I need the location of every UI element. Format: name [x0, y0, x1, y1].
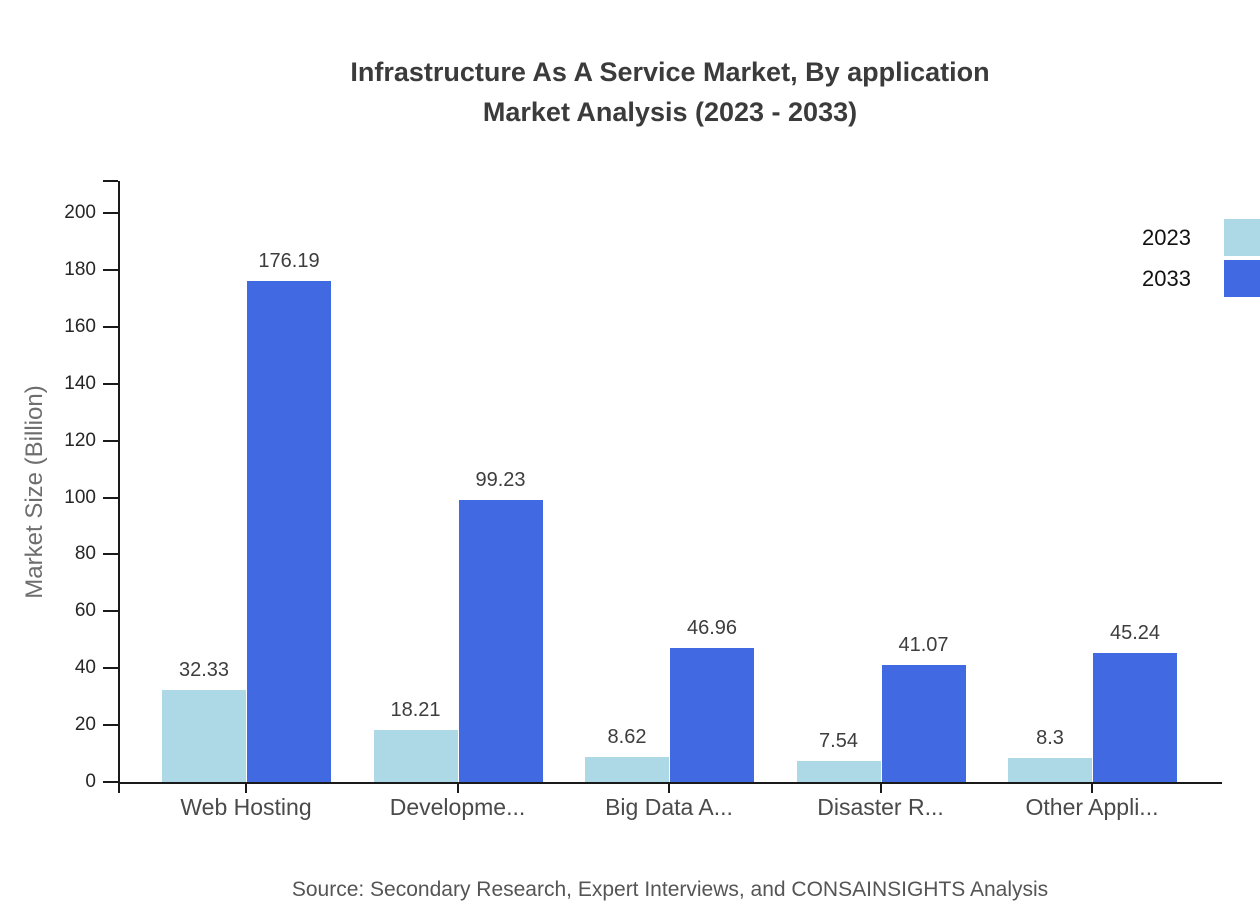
category-label-developme: Developme... — [389, 794, 526, 820]
value-label-2033-other-appli: 45.24 — [1109, 622, 1161, 645]
bar-2023-web-hosting[interactable] — [162, 690, 246, 782]
legend-label-2023: 2023 — [1142, 224, 1191, 250]
legend-swatch-2033 — [1224, 260, 1260, 297]
y-tick-mark-100 — [103, 496, 118, 499]
legend-swatch-2023 — [1224, 219, 1260, 256]
y-tick-label-80: 80 — [74, 543, 96, 565]
y-tick-mark-200 — [103, 212, 118, 214]
y-axis-line — [118, 181, 120, 784]
bar-2023-disaster-r[interactable] — [796, 760, 881, 782]
y-tick-mark-0 — [103, 781, 118, 783]
y-tick-mark-20 — [103, 724, 118, 727]
chart-title-line1: Infrastructure As A Service Market, By a… — [350, 57, 990, 87]
y-tick-label-100: 100 — [64, 486, 96, 508]
y-tick-mark-40 — [103, 667, 118, 670]
y-tick-label-20: 20 — [74, 714, 96, 736]
y-axis-title: Market Size (Billion) — [21, 385, 48, 599]
y-tick-mark-120 — [103, 439, 118, 442]
value-label-2033-disaster-r: 41.07 — [898, 634, 949, 657]
source-note: Source: Secondary Research, Expert Inter… — [291, 878, 1049, 901]
value-label-2033-big-data-a: 46.96 — [686, 617, 738, 640]
value-label-2023-web-hosting: 32.33 — [178, 659, 230, 682]
legend-item-2033[interactable]: 2033 — [1142, 260, 1260, 297]
y-tick-mark-180 — [103, 268, 118, 271]
y-tick-label-200: 200 — [64, 202, 96, 223]
y-axis-top-cap-tick — [103, 180, 118, 182]
x-tick-mark-other-appli — [1091, 784, 1093, 793]
y-tick-mark-140 — [103, 382, 118, 385]
y-tick-mark-60 — [103, 610, 118, 613]
bar-2023-other-appli[interactable] — [1008, 758, 1092, 782]
y-tick-label-160: 160 — [64, 315, 96, 337]
x-tick-mark-web-hosting — [245, 784, 247, 793]
bar-2023-developme[interactable] — [373, 730, 458, 782]
category-label-disaster-r: Disaster R... — [817, 794, 944, 820]
x-axis-origin-tick — [118, 784, 120, 793]
value-label-2023-disaster-r: 7.54 — [819, 729, 858, 752]
bar-2033-developme[interactable] — [458, 499, 543, 782]
value-label-2033-developme: 99.23 — [475, 468, 526, 491]
y-tick-label-0: 0 — [85, 771, 96, 792]
plot-area: 0 20 40 60 80 100 120 140 160 180 200 Web Hosting De… — [64, 180, 1222, 820]
y-tick-label-60: 60 — [74, 600, 96, 622]
category-label-other-appli: Other Appli... — [1025, 794, 1159, 820]
y-tick-mark-160 — [103, 325, 118, 328]
x-tick-mark-disaster-r — [879, 784, 882, 793]
legend-label-2033: 2033 — [1142, 265, 1191, 291]
category-label-web-hosting: Web Hosting — [180, 794, 312, 820]
legend-item-2023[interactable]: 2023 — [1142, 219, 1260, 256]
legend: 2023 2033 — [1142, 219, 1260, 297]
x-tick-mark-big-data-a — [668, 784, 670, 793]
x-axis-line — [118, 782, 1222, 784]
bar-2033-disaster-r[interactable] — [881, 665, 966, 782]
value-label-2023-developme: 18.21 — [390, 699, 441, 722]
chart-title: Infrastructure As A Service Market, By a… — [80, 52, 1260, 132]
bar-2033-web-hosting[interactable] — [247, 280, 331, 782]
y-tick-label-180: 180 — [64, 258, 96, 280]
x-tick-mark-developme — [456, 784, 459, 793]
bar-2033-big-data-a[interactable] — [670, 648, 754, 782]
bar-2023-big-data-a[interactable] — [585, 757, 669, 782]
value-label-2033-web-hosting: 176.19 — [258, 249, 320, 272]
value-label-2023-other-appli: 8.3 — [1036, 727, 1064, 750]
y-tick-mark-80 — [103, 553, 118, 556]
y-tick-label-40: 40 — [74, 657, 96, 679]
chart-title-line2: Market Analysis (2023 - 2033) — [482, 97, 858, 127]
y-tick-label-120: 120 — [64, 429, 96, 451]
category-label-big-data-a: Big Data A... — [605, 794, 733, 820]
y-tick-label-140: 140 — [64, 372, 96, 394]
value-label-2023-big-data-a: 8.62 — [607, 726, 647, 749]
bar-2033-other-appli[interactable] — [1093, 653, 1177, 782]
